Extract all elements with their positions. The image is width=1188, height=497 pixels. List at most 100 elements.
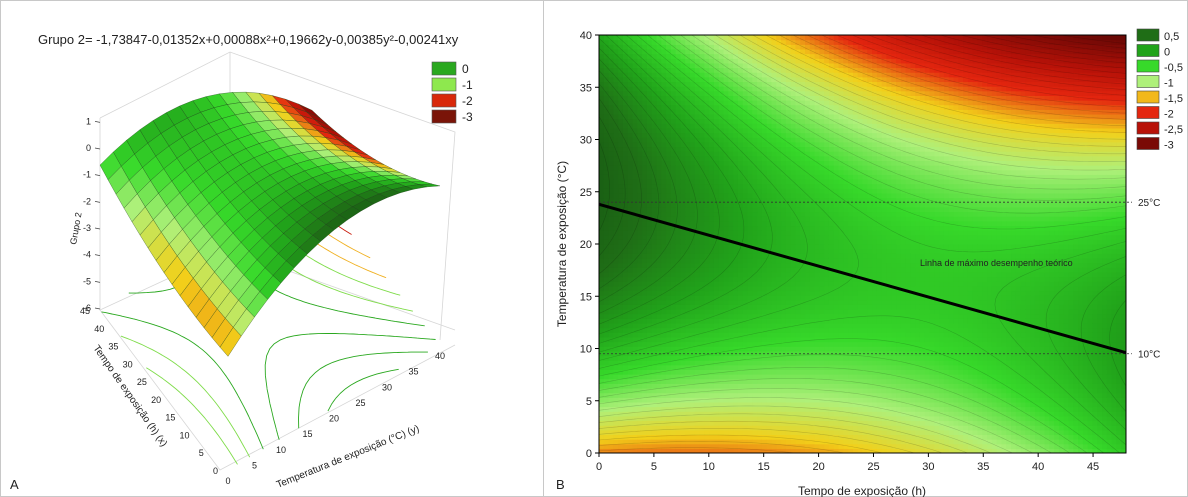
contour-cell bbox=[800, 48, 806, 55]
contour-cell bbox=[819, 178, 825, 185]
contour-cell bbox=[790, 127, 797, 134]
contour-cell bbox=[776, 383, 782, 389]
contour-cell bbox=[723, 262, 729, 268]
contour-cell bbox=[632, 76, 638, 83]
contour-cell bbox=[766, 425, 773, 431]
contour-cell bbox=[661, 109, 667, 115]
contour-cell bbox=[737, 309, 744, 315]
contour-cell bbox=[690, 81, 696, 87]
contour-cell bbox=[843, 257, 849, 264]
contour-cell bbox=[685, 146, 691, 152]
contour-cell bbox=[632, 160, 638, 166]
contour-cell bbox=[622, 48, 629, 55]
contour-cell bbox=[632, 132, 638, 138]
contour-cell bbox=[613, 48, 619, 55]
contour-cell bbox=[752, 346, 758, 352]
contour-cell bbox=[699, 127, 705, 134]
contour-cell bbox=[608, 90, 614, 96]
contour-cell bbox=[843, 434, 849, 440]
contour-cell bbox=[795, 141, 801, 148]
contour-cell bbox=[608, 151, 614, 157]
contour-cell bbox=[766, 350, 773, 357]
contour-cell bbox=[757, 374, 763, 380]
floor-contour-line bbox=[327, 368, 399, 412]
contour-cell bbox=[761, 35, 768, 41]
contour-cell bbox=[833, 429, 840, 436]
contour-cell bbox=[766, 262, 773, 268]
contour-cell bbox=[795, 327, 801, 333]
contour-cell bbox=[795, 188, 801, 194]
contour-cell bbox=[843, 160, 849, 166]
contour-cell bbox=[809, 443, 816, 449]
z-tick-label: -4 bbox=[83, 250, 91, 260]
contour-cell bbox=[675, 318, 682, 324]
contour-cell bbox=[608, 406, 614, 412]
contour-cell bbox=[795, 127, 801, 134]
contour-cell bbox=[709, 155, 715, 161]
contour-cell bbox=[709, 76, 715, 83]
contour-cell bbox=[776, 234, 782, 240]
contour-cell bbox=[656, 211, 662, 217]
contour-cell bbox=[685, 206, 691, 213]
contour-cell bbox=[742, 318, 749, 324]
contour-cell bbox=[685, 123, 691, 129]
contour-cell bbox=[795, 341, 801, 347]
response-surface bbox=[99, 91, 441, 357]
contour-cell bbox=[781, 211, 787, 217]
contour-cell bbox=[766, 429, 773, 436]
contour-cell bbox=[761, 401, 768, 408]
contour-cell bbox=[757, 48, 763, 55]
contour-cell bbox=[819, 192, 825, 199]
contour-cell bbox=[737, 290, 744, 296]
contour-cell bbox=[642, 290, 648, 296]
contour-cell bbox=[809, 76, 816, 83]
contour-cell bbox=[747, 109, 753, 115]
contour-cell bbox=[771, 165, 777, 171]
contour-cell bbox=[646, 123, 653, 129]
contour-cell bbox=[599, 401, 605, 408]
contour-cell bbox=[694, 72, 701, 78]
contour-cell bbox=[800, 127, 806, 134]
contour-cell bbox=[733, 267, 739, 273]
contour-cell bbox=[776, 211, 782, 217]
contour-cell bbox=[603, 290, 610, 296]
contour-cell bbox=[833, 113, 840, 120]
contour-cell bbox=[809, 58, 816, 64]
contour-cell bbox=[843, 276, 849, 282]
contour-cell bbox=[656, 299, 662, 305]
contour-cell bbox=[618, 81, 624, 87]
contour-cell bbox=[685, 322, 691, 329]
contour-cell bbox=[699, 346, 705, 352]
contour-cell bbox=[843, 109, 849, 115]
contour-cell bbox=[809, 160, 816, 166]
contour-cell bbox=[843, 248, 849, 254]
contour-cell bbox=[752, 387, 758, 394]
contour-cell bbox=[776, 118, 782, 124]
contour-cell bbox=[733, 188, 739, 194]
contour-cell bbox=[666, 443, 672, 449]
contour-cell bbox=[737, 234, 744, 240]
contour-cell bbox=[656, 281, 662, 287]
contour-cell bbox=[661, 341, 667, 347]
contour-cell bbox=[618, 160, 624, 166]
contour-cell bbox=[690, 67, 696, 73]
contour-cell bbox=[608, 183, 614, 189]
contour-cell bbox=[752, 220, 758, 227]
contour-cell bbox=[723, 90, 729, 96]
contour-cell bbox=[795, 165, 801, 171]
contour-cell bbox=[690, 439, 696, 445]
contour-cell bbox=[680, 192, 686, 199]
contour-cell bbox=[737, 39, 744, 45]
contour-cell bbox=[833, 383, 840, 389]
contour-cell bbox=[795, 72, 801, 78]
contour-cell bbox=[828, 155, 835, 161]
contour-cell bbox=[613, 76, 619, 83]
contour-cell bbox=[670, 169, 677, 175]
contour-cell bbox=[699, 318, 705, 324]
contour-cell bbox=[685, 211, 691, 217]
contour-cell bbox=[690, 127, 696, 134]
contour-cell bbox=[766, 137, 773, 143]
contour-cell bbox=[718, 327, 725, 333]
contour-cell bbox=[666, 123, 672, 129]
contour-cell bbox=[757, 299, 763, 305]
